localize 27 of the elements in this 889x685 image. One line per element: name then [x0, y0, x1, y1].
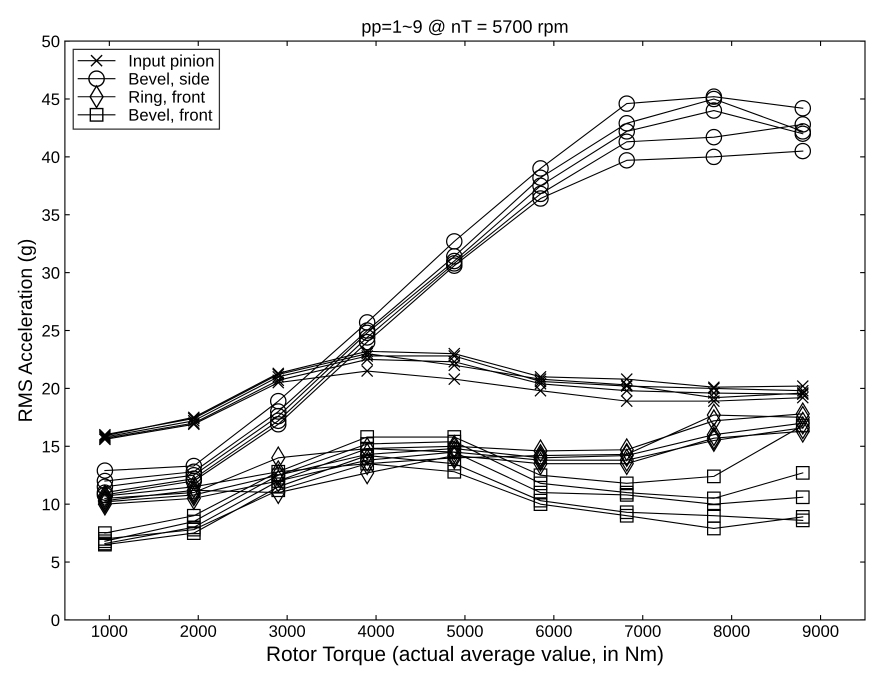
y-tick-label: 40	[42, 151, 60, 164]
x-tick-label: 3000	[269, 625, 306, 638]
y-tick-label: 5	[51, 556, 60, 568]
x-tick-label: 2000	[180, 625, 216, 638]
x-tick-label: 4000	[358, 625, 394, 638]
y-tick-label: 15	[42, 440, 60, 452]
y-tick-label: 10	[42, 498, 60, 510]
chart-title: pp=1~9 @ nT = 5700 rpm	[362, 20, 568, 37]
x-tick-label: 6000	[536, 625, 572, 638]
legend-label: Bevel, front	[130, 108, 212, 123]
y-axis-title: RMS Acceleration (g)	[18, 240, 36, 421]
y-tick-label: 0	[51, 614, 60, 626]
y-tick-label: 35	[42, 209, 60, 221]
legend-label: Ring, front	[130, 90, 205, 106]
x-tick-label: 7000	[625, 625, 661, 638]
x-tick-label: 8000	[714, 625, 750, 638]
x-axis-title: Rotor Torque (actual average value, in Nm)	[268, 646, 663, 666]
y-tick-label: 25	[42, 324, 60, 337]
y-tick-label: 45	[42, 94, 60, 106]
x-tick-label: 5000	[447, 625, 483, 638]
y-tick-label: 50	[42, 36, 60, 48]
y-tick-label: 20	[42, 382, 60, 395]
legend-label: Input pinion	[130, 54, 214, 70]
x-tick-label: 9000	[802, 625, 838, 638]
x-tick-label: 1000	[92, 625, 128, 638]
y-tick-label: 30	[42, 267, 60, 279]
legend-label: Bevel, side	[130, 72, 210, 87]
